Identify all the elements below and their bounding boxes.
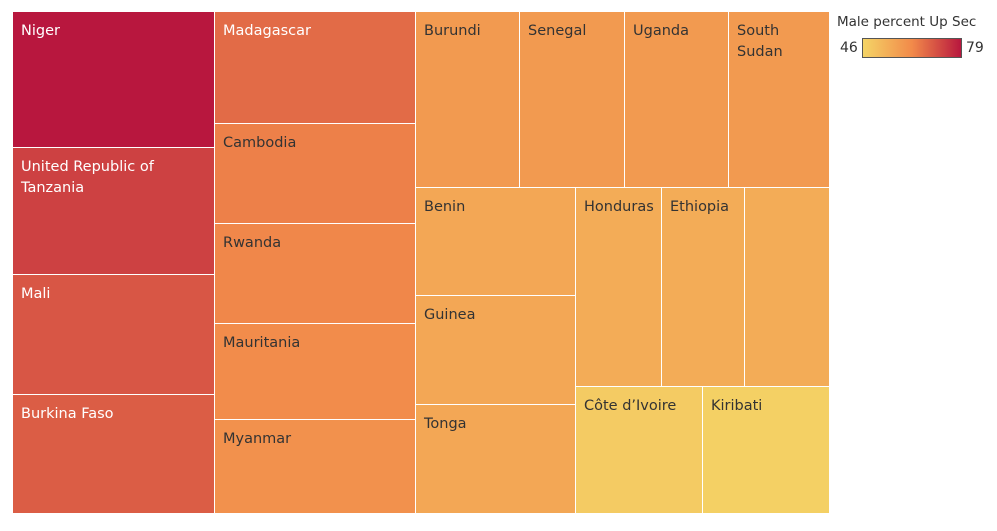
tile-label: Côte d’Ivoire [584, 398, 677, 414]
tile-label: South Sudan [737, 23, 783, 60]
tile-ethiopia[interactable]: Ethiopia [662, 188, 745, 387]
tile-label: Senegal [528, 23, 587, 39]
tile-label: Benin [424, 199, 466, 215]
tile-label: Honduras [584, 199, 654, 215]
legend-min-label: 46 [840, 40, 858, 56]
treemap-area: Niger United Republic of Tanzania Mali Burk… [13, 12, 830, 514]
tile-label: Tonga [424, 416, 467, 432]
tile-label: Mauritania [223, 335, 301, 351]
tile-mauritania[interactable]: Mauritania [215, 324, 416, 420]
tile-united-republic-of-tanzania[interactable]: United Republic of Tanzania [13, 148, 215, 275]
tile-label: Myanmar [223, 431, 292, 447]
legend-max-label: 79 [966, 40, 984, 56]
tile-honduras[interactable]: Honduras [576, 188, 662, 387]
tile-label: United Republic of Tanzania [21, 159, 154, 196]
tile-tonga[interactable]: Tonga [416, 405, 576, 514]
tile-label: Cambodia [223, 135, 297, 151]
tile-uganda[interactable]: Uganda [625, 12, 729, 188]
tile-label: Guinea [424, 307, 476, 323]
tile-kiribati[interactable]: Kiribati [703, 387, 830, 514]
tile-unlabeled[interactable] [745, 188, 830, 387]
tile-label: Ethiopia [670, 199, 730, 215]
tile-mali[interactable]: Mali [13, 275, 215, 395]
tile-niger[interactable]: Niger [13, 12, 215, 148]
tile-south-sudan[interactable]: South Sudan [729, 12, 830, 188]
tile-rwanda[interactable]: Rwanda [215, 224, 416, 324]
tile-guinea[interactable]: Guinea [416, 296, 576, 405]
tile-label: Uganda [633, 23, 689, 39]
tile-burundi[interactable]: Burundi [416, 12, 520, 188]
legend-gradient-bar [862, 38, 962, 58]
tile-label: Kiribati [711, 398, 763, 414]
tile-label: Burundi [424, 23, 481, 39]
tile-label: Burkina Faso [21, 406, 114, 422]
tile-label: Rwanda [223, 235, 282, 251]
tile-benin[interactable]: Benin [416, 188, 576, 296]
tile-cambodia[interactable]: Cambodia [215, 124, 416, 224]
tile-myanmar[interactable]: Myanmar [215, 420, 416, 514]
tile-label: Madagascar [223, 23, 311, 39]
legend-title: Male percent Up Sec [837, 14, 977, 30]
tile-burkina-faso[interactable]: Burkina Faso [13, 395, 215, 514]
tile-cote-d-ivoire[interactable]: Côte d’Ivoire [576, 387, 703, 514]
tile-madagascar[interactable]: Madagascar [215, 12, 416, 124]
tile-label: Niger [21, 23, 60, 39]
color-legend: Male percent Up Sec 46 79 [837, 12, 995, 64]
tile-senegal[interactable]: Senegal [520, 12, 625, 188]
tile-label: Mali [21, 286, 51, 302]
